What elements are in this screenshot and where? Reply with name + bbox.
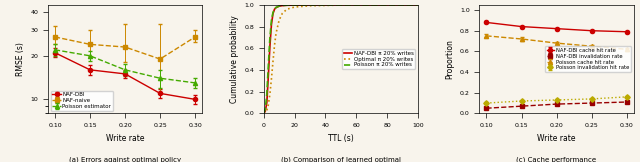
Poisson π 20% writes (337, 4, 345, 6)
Poisson π 20% writes (291, 4, 298, 6)
NAF-DBI π 20% writes (306, 4, 314, 6)
Poisson π 20% writes (263, 93, 271, 95)
X-axis label: Write rate: Write rate (538, 134, 576, 143)
Optimal π 20% writes (414, 4, 422, 6)
Legend: NAF-DBI, NAF-naive, Poisson estimator: NAF-DBI, NAF-naive, Poisson estimator (51, 91, 113, 111)
Poisson π 20% writes (268, 19, 275, 21)
NAF-DBI π 20% writes (264, 75, 272, 76)
Poisson π 20% writes (414, 4, 422, 6)
NAF-DBI π 20% writes (262, 110, 269, 112)
Poisson π 20% writes (278, 5, 286, 6)
NAF-DBI π 20% writes (337, 4, 345, 6)
Line: Poisson π 20% writes: Poisson π 20% writes (264, 5, 418, 113)
Poisson π 20% writes (283, 4, 291, 6)
Optimal π 20% writes (260, 112, 268, 114)
NAF-DBI π 20% writes (263, 102, 271, 104)
NAF-DBI π 20% writes (414, 4, 422, 6)
Poisson π 20% writes (275, 5, 283, 7)
Poisson π 20% writes (269, 12, 277, 13)
Y-axis label: Proportion: Proportion (445, 39, 454, 79)
NAF-DBI π 20% writes (291, 4, 298, 6)
Optimal π 20% writes (262, 111, 269, 113)
NAF-DBI π 20% writes (278, 5, 286, 7)
Optimal π 20% writes (283, 8, 291, 10)
Optimal π 20% writes (337, 4, 345, 6)
Title: (a) Errors against optimal policy: (a) Errors against optimal policy (69, 156, 181, 162)
Poisson π 20% writes (266, 36, 274, 38)
Optimal π 20% writes (266, 93, 274, 95)
NAF-DBI π 20% writes (283, 4, 291, 6)
Y-axis label: Cumulative probability: Cumulative probability (230, 15, 239, 103)
Y-axis label: RMSE (s): RMSE (s) (16, 42, 25, 76)
NAF-DBI π 20% writes (272, 7, 280, 9)
Poisson π 20% writes (260, 112, 268, 114)
NAF-DBI π 20% writes (266, 45, 274, 47)
Line: NAF-DBI π 20% writes: NAF-DBI π 20% writes (264, 5, 418, 113)
X-axis label: Write rate: Write rate (106, 134, 144, 143)
Optimal π 20% writes (268, 78, 275, 80)
Title: (b) Comparison of learned optimal: (b) Comparison of learned optimal (281, 156, 401, 162)
NAF-DBI π 20% writes (271, 8, 278, 10)
Optimal π 20% writes (264, 104, 272, 106)
Poisson π 20% writes (306, 4, 314, 6)
Optimal π 20% writes (271, 44, 278, 46)
Legend: NAF-DBI cache hit rate, NAF-DBI invalidation rate, Poisson cache hit rate, Poiss: NAF-DBI cache hit rate, NAF-DBI invalida… (545, 46, 631, 72)
NAF-DBI π 20% writes (275, 5, 283, 7)
NAF-DBI π 20% writes (268, 23, 275, 25)
Title: (c) Cache performance: (c) Cache performance (516, 156, 596, 162)
Poisson π 20% writes (262, 108, 269, 110)
Poisson π 20% writes (272, 6, 280, 8)
Optimal π 20% writes (278, 13, 286, 15)
Line: Optimal π 20% writes: Optimal π 20% writes (264, 5, 418, 113)
Optimal π 20% writes (263, 109, 271, 111)
Optimal π 20% writes (306, 5, 314, 7)
X-axis label: TTL (s): TTL (s) (328, 134, 354, 143)
Poisson π 20% writes (271, 8, 278, 10)
NAF-DBI π 20% writes (260, 112, 268, 114)
Optimal π 20% writes (269, 60, 277, 62)
Optimal π 20% writes (275, 19, 283, 21)
Legend: NAF-DBI π 20% writes, Optimal π 20% writes, Poisson π 20% writes: NAF-DBI π 20% writes, Optimal π 20% writ… (342, 49, 415, 69)
Optimal π 20% writes (272, 32, 280, 34)
NAF-DBI π 20% writes (269, 13, 277, 15)
Poisson π 20% writes (264, 64, 272, 66)
Optimal π 20% writes (291, 6, 298, 8)
